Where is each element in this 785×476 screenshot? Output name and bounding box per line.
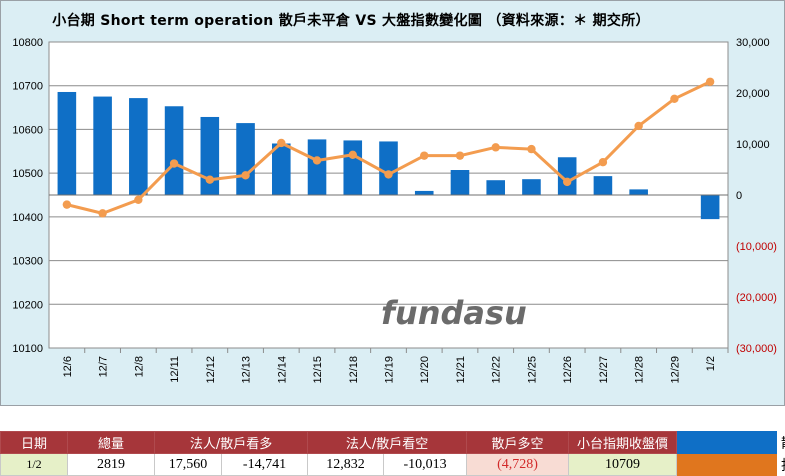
index-point-12/21	[455, 151, 465, 160]
x-tick-label: 12/19	[384, 356, 396, 384]
legend-index-label: 指數	[776, 453, 785, 476]
bar-12/6	[57, 91, 77, 195]
index-point-12/8	[134, 195, 143, 205]
index-point-12/6	[62, 200, 72, 209]
index-point-12/18	[348, 150, 357, 159]
bar-12/27	[593, 176, 613, 195]
header-date: 日期	[0, 431, 68, 454]
legend-retail-swatch	[676, 431, 778, 454]
bar-12/12	[200, 116, 220, 195]
right-tick-label: (20,000)	[736, 292, 777, 304]
index-point-12/26	[562, 177, 572, 187]
index-point-12/11	[169, 159, 179, 168]
table-header-row: 日期 總量 法人/散戶看多 法人/散戶看空 散戶多空 小台指期收盤價 散戶	[0, 431, 785, 454]
index-point-12/25	[527, 144, 536, 154]
cell-long-retail: -14,741	[220, 453, 309, 476]
x-tick-label: 1/2	[705, 356, 717, 371]
left-tick-label: 10400	[12, 212, 43, 224]
index-point-12/13	[241, 171, 250, 180]
x-tick-label: 12/8	[133, 356, 145, 377]
watermark: fundasu	[381, 294, 527, 332]
x-tick-label: 12/29	[669, 356, 681, 384]
index-point-12/14	[277, 138, 286, 148]
left-tick-label: 10600	[12, 124, 43, 136]
x-tick-label: 12/15	[312, 356, 324, 384]
header-total: 總量	[67, 431, 155, 454]
bar-12/7	[93, 96, 112, 195]
right-tick-label: (30,000)	[736, 343, 777, 355]
chart-title: 小台期 Short term operation 散戶未平倉 VS 大盤指數變化…	[52, 13, 650, 29]
cell-close: 10709	[568, 453, 678, 476]
bar-12/28	[629, 189, 648, 195]
table-row: 1/2 2819 17,560 -14,741 12,832 -10,013 (…	[0, 453, 785, 476]
legend-index-swatch	[676, 453, 778, 476]
cell-total: 2819	[67, 453, 155, 476]
legend-retail-label: 散戶	[776, 431, 785, 454]
bar-12/21	[450, 170, 470, 195]
index-point-12/29	[670, 94, 679, 104]
left-tick-label: 10200	[12, 299, 43, 311]
x-tick-label: 12/18	[348, 356, 360, 384]
bar-12/18	[343, 140, 363, 195]
header-retail-net: 散戶多空	[466, 431, 570, 454]
index-point-12/15	[312, 156, 322, 165]
right-tick-label: 20,000	[736, 88, 770, 100]
bar-12/26	[557, 157, 577, 195]
right-tick-label: (10,000)	[736, 241, 777, 253]
x-tick-label: 12/26	[562, 356, 574, 384]
x-tick-label: 12/20	[419, 356, 431, 384]
index-point-12/12	[205, 175, 215, 184]
cell-short-retail: -10,013	[383, 453, 468, 476]
index-point-12/22	[491, 143, 500, 152]
summary-table: 日期 總量 法人/散戶看多 法人/散戶看空 散戶多空 小台指期收盤價 散戶 1/…	[0, 431, 785, 476]
x-tick-label: 12/7	[98, 356, 110, 377]
x-tick-label: 12/14	[276, 356, 288, 384]
left-tick-label: 10300	[12, 256, 43, 268]
x-tick-label: 12/6	[62, 356, 74, 377]
bar-12/8	[129, 98, 148, 195]
cell-date: 1/2	[0, 453, 68, 476]
right-tick-label: 10,000	[736, 139, 770, 151]
header-short: 法人/散戶看空	[307, 431, 468, 454]
index-point-12/7	[98, 209, 107, 218]
bar-12/11	[164, 106, 184, 195]
x-tick-label: 12/12	[205, 356, 217, 384]
x-tick-label: 12/13	[241, 356, 253, 384]
x-tick-label: 12/21	[455, 356, 467, 384]
bar-12/20	[414, 190, 434, 195]
chart-plot: 10100 10200 10300 10400 10500 10600 10700 10800…	[12, 37, 777, 384]
index-point-12/28	[634, 121, 643, 131]
x-tick-label: 12/27	[598, 356, 610, 384]
left-tick-label: 10800	[12, 37, 43, 49]
x-tick-label: 12/25	[526, 356, 538, 384]
cell-short-inst: 12,832	[307, 453, 385, 476]
left-tick-label: 10100	[12, 343, 43, 355]
x-tick-label: 12/28	[634, 356, 646, 384]
bar-12/22	[486, 180, 506, 195]
bar-12/14	[271, 143, 291, 195]
cell-long-inst: 17,560	[154, 453, 222, 476]
index-point-1/2	[705, 77, 715, 86]
bar-1/2	[700, 195, 720, 220]
left-tick-label: 10700	[12, 81, 43, 93]
header-close: 小台指期收盤價	[568, 431, 678, 454]
chart-frame: 小台期 Short term operation 散戶未平倉 VS 大盤指數變化…	[0, 0, 785, 406]
cell-retail-net: (4,728)	[466, 453, 570, 476]
x-tick-label: 12/11	[169, 356, 181, 383]
x-tick-label: 12/22	[491, 356, 503, 384]
bar-12/19	[379, 141, 398, 195]
bar-12/15	[307, 139, 327, 195]
bar-12/25	[522, 179, 541, 195]
header-long: 法人/散戶看多	[153, 431, 309, 454]
right-tick-label: 30,000	[736, 37, 770, 49]
index-point-12/19	[384, 170, 393, 179]
index-point-12/27	[598, 158, 608, 167]
index-point-12/20	[420, 151, 429, 160]
right-tick-label: 0	[736, 190, 742, 202]
left-tick-label: 10500	[12, 168, 43, 180]
bar-12/13	[236, 123, 255, 195]
